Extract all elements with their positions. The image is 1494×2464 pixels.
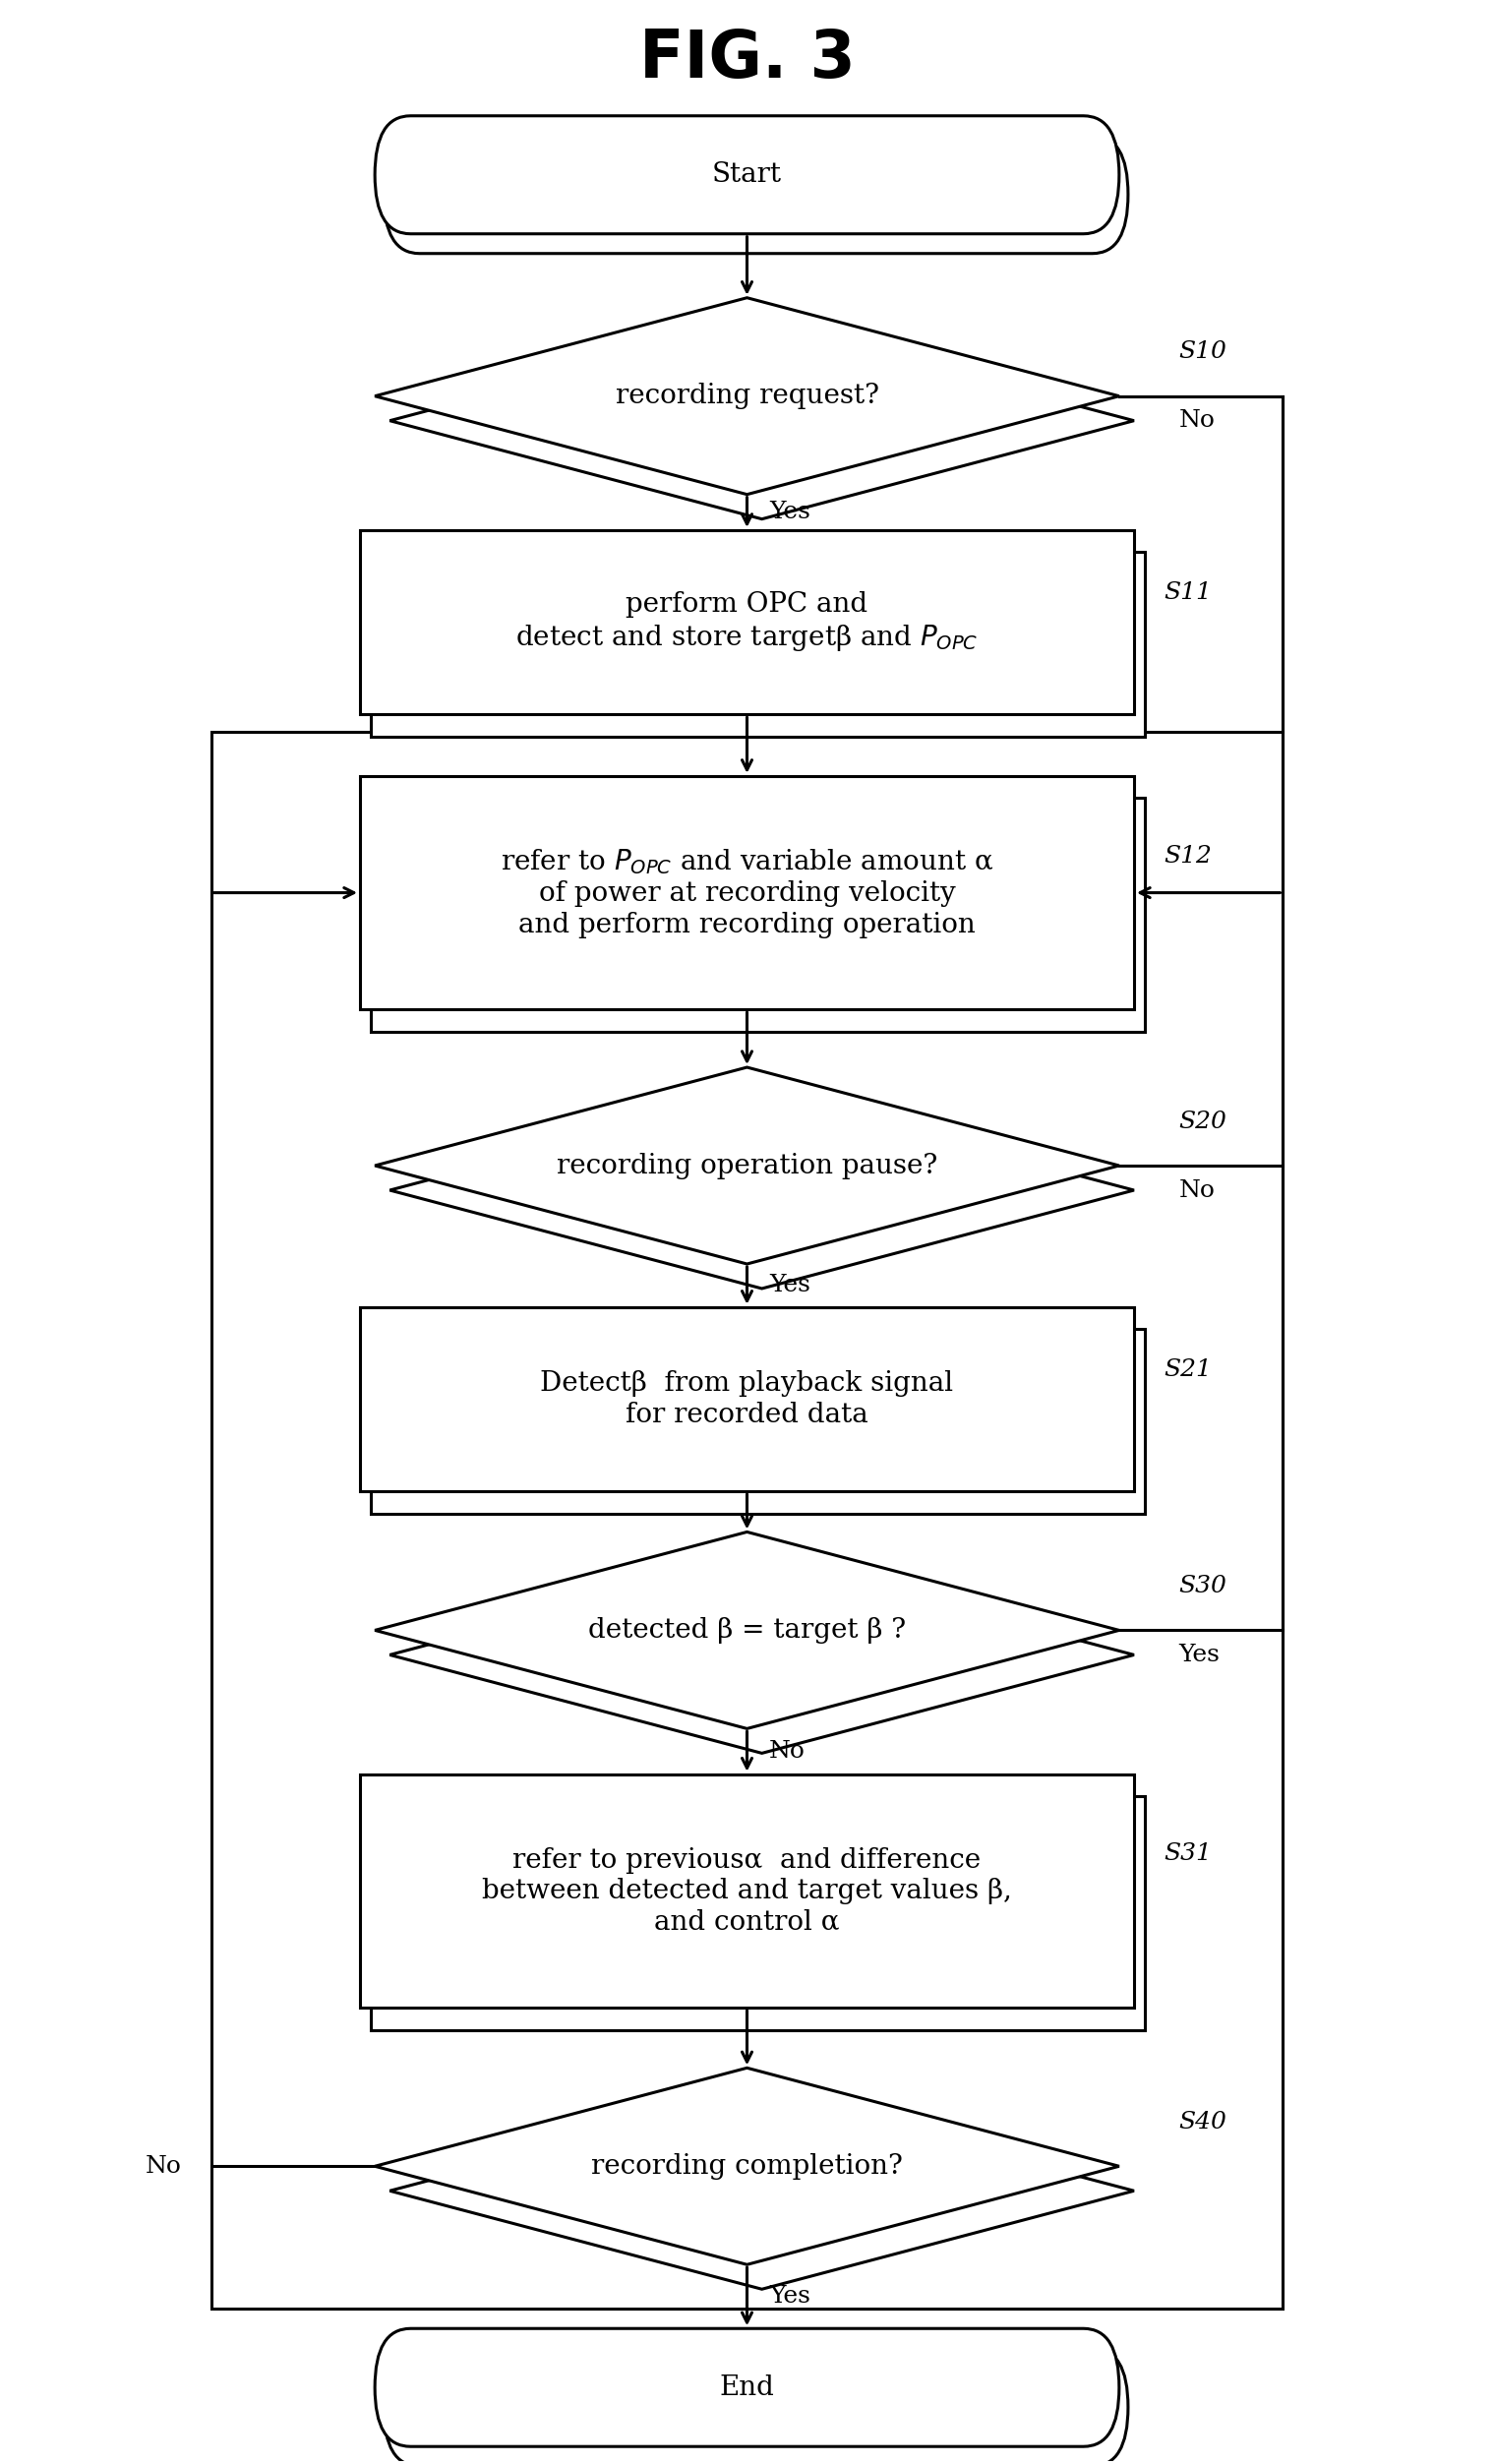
Bar bbox=[371, 552, 1144, 737]
Text: No: No bbox=[1179, 1178, 1215, 1202]
Text: No: No bbox=[769, 1740, 805, 1762]
Text: S11: S11 bbox=[1164, 582, 1212, 604]
Text: recording request?: recording request? bbox=[616, 382, 878, 409]
Polygon shape bbox=[390, 2092, 1134, 2289]
Bar bbox=[371, 1328, 1144, 1513]
Polygon shape bbox=[390, 1557, 1134, 1754]
Text: Yes: Yes bbox=[769, 500, 811, 522]
Polygon shape bbox=[390, 1092, 1134, 1289]
Text: No: No bbox=[1179, 409, 1215, 431]
Text: refer to previousα  and difference
between detected and target values β,
and con: refer to previousα and difference betwee… bbox=[483, 1848, 1011, 1934]
Text: S21: S21 bbox=[1164, 1358, 1212, 1380]
Bar bbox=[371, 798, 1144, 1032]
FancyBboxPatch shape bbox=[375, 116, 1119, 234]
Text: End: End bbox=[720, 2375, 774, 2400]
Text: FIG. 3: FIG. 3 bbox=[639, 27, 855, 91]
Text: recording operation pause?: recording operation pause? bbox=[557, 1153, 937, 1178]
Bar bbox=[211, 732, 1283, 2309]
Bar bbox=[360, 776, 1134, 1010]
Text: detected β = target β ?: detected β = target β ? bbox=[589, 1616, 905, 1643]
Text: Detectβ  from playback signal
for recorded data: Detectβ from playback signal for recorde… bbox=[541, 1370, 953, 1427]
Bar bbox=[360, 1774, 1134, 2008]
Text: Yes: Yes bbox=[769, 1274, 811, 1296]
Text: S10: S10 bbox=[1179, 340, 1227, 362]
Text: perform OPC and
detect and store targetβ and $P_{OPC}$: perform OPC and detect and store targetβ… bbox=[515, 591, 979, 653]
Bar bbox=[371, 1796, 1144, 2030]
Text: S12: S12 bbox=[1164, 845, 1212, 867]
Polygon shape bbox=[375, 298, 1119, 495]
Text: S30: S30 bbox=[1179, 1574, 1227, 1597]
Bar bbox=[360, 1306, 1134, 1491]
FancyBboxPatch shape bbox=[375, 2328, 1119, 2447]
Text: Start: Start bbox=[713, 163, 781, 187]
Text: S40: S40 bbox=[1179, 2112, 1227, 2134]
Bar bbox=[360, 530, 1134, 715]
Text: Yes: Yes bbox=[1179, 1643, 1221, 1666]
Text: S31: S31 bbox=[1164, 1843, 1212, 1865]
Polygon shape bbox=[375, 2067, 1119, 2264]
Text: refer to $P_{OPC}$ and variable amount α
of power at recording velocity
and perf: refer to $P_{OPC}$ and variable amount α… bbox=[500, 848, 994, 939]
Polygon shape bbox=[375, 1067, 1119, 1264]
Text: No: No bbox=[145, 2156, 181, 2178]
Text: S20: S20 bbox=[1179, 1111, 1227, 1133]
Polygon shape bbox=[375, 1533, 1119, 1730]
Polygon shape bbox=[390, 323, 1134, 520]
Text: Yes: Yes bbox=[769, 2284, 811, 2309]
Text: recording completion?: recording completion? bbox=[592, 2154, 902, 2181]
